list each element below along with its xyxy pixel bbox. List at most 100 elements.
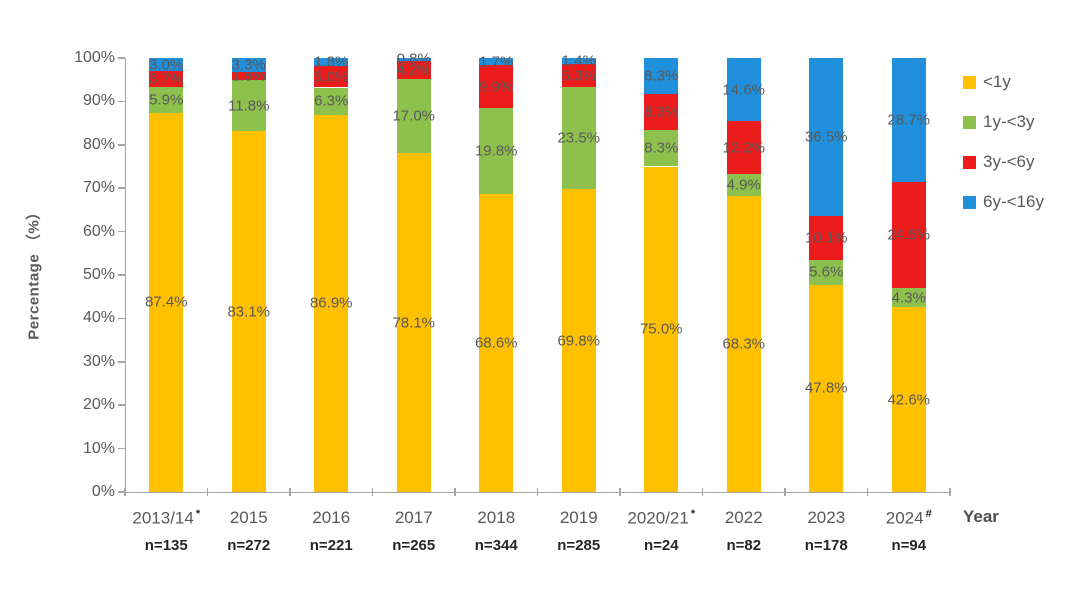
bar-segment <box>809 58 844 217</box>
bar-segment <box>479 58 514 66</box>
x-category-label: 2022 <box>724 508 763 527</box>
bar-segment <box>644 166 679 492</box>
sample-size-label: n=221 <box>309 537 353 554</box>
y-axis-tick <box>118 230 125 233</box>
sample-size-label: n=265 <box>392 537 436 554</box>
bar-segment <box>726 58 761 122</box>
y-axis-title: Percentage （%） <box>25 204 43 340</box>
bar-segment <box>644 58 679 95</box>
y-tick-label: 80% <box>82 135 115 153</box>
y-tick-label: 20% <box>82 396 115 414</box>
y-axis-tick <box>118 491 125 493</box>
x-axis-tick <box>124 488 126 496</box>
sample-size-label: n=135 <box>144 537 188 554</box>
x-axis-tick <box>289 488 291 496</box>
bar-segment <box>891 288 926 308</box>
bar-segment <box>396 79 431 154</box>
legend-swatch <box>963 115 976 129</box>
x-category-label: 2023 <box>807 508 846 527</box>
bar-segment <box>149 112 184 492</box>
bar-segment <box>149 71 184 88</box>
bar-segment <box>314 87 349 115</box>
y-tick-label: 60% <box>82 222 115 240</box>
sample-size-label: n=82 <box>726 537 762 554</box>
y-axis-tick <box>118 361 125 363</box>
y-tick-label: 40% <box>82 309 115 327</box>
x-category-label: 2018 <box>477 508 516 527</box>
bar-segment <box>396 57 431 62</box>
x-category-label: 2015 <box>229 508 268 527</box>
y-axis-tick <box>118 274 125 276</box>
x-category-label: 2024 # <box>885 508 932 528</box>
sample-size-label: n=272 <box>227 537 271 554</box>
x-category-label: 2017 <box>394 508 433 527</box>
sample-size-label: n=178 <box>804 537 848 554</box>
bar-segment <box>726 121 761 175</box>
legend-swatch <box>963 75 976 89</box>
bar-segment <box>726 174 761 196</box>
x-axis-tick <box>784 488 786 496</box>
category-marker: * <box>690 508 696 520</box>
legend: <1y 1y-<3y 3y-<6y 6y-<16y <box>963 72 1044 212</box>
x-axis-tick <box>619 488 621 496</box>
x-axis-tick <box>949 488 951 496</box>
bar-segment <box>891 57 926 183</box>
y-tick-label: 90% <box>82 92 115 110</box>
bar-segment <box>479 108 514 195</box>
y-axis-tick <box>118 404 125 406</box>
bar-segment <box>231 72 266 81</box>
bar-segment <box>726 195 761 492</box>
sample-size-label: n=344 <box>474 537 518 554</box>
legend-label: 6y-<16y <box>983 192 1044 211</box>
legend-item: 3y-<6y <box>963 152 1044 172</box>
x-category-label: 2013/14 * <box>132 508 201 528</box>
bar-segment <box>149 58 184 72</box>
legend-item: 1y-<3y <box>963 112 1044 132</box>
bar-segment <box>314 114 349 492</box>
x-axis-tick <box>206 488 209 496</box>
y-axis-tick <box>118 100 125 103</box>
legend-label: 1y-<3y <box>983 112 1035 131</box>
bar-segment <box>891 182 926 289</box>
y-tick-label: 10% <box>82 439 115 457</box>
bar-segment <box>809 216 844 261</box>
bar-segment <box>561 189 596 492</box>
bar-segment <box>561 58 596 65</box>
bar-segment <box>479 194 514 492</box>
sample-size-label: n=94 <box>891 537 927 554</box>
y-axis-tick <box>118 447 125 450</box>
x-axis-tick <box>866 488 869 496</box>
y-axis-tick <box>118 57 125 59</box>
y-tick-label: 70% <box>82 179 115 197</box>
bar-segment <box>561 87 596 190</box>
sample-size-label: n=24 <box>643 537 679 554</box>
legend-item: <1y <box>963 72 1044 92</box>
bar-segment <box>644 94 679 131</box>
bar-segment <box>231 80 266 132</box>
bar-segment <box>479 65 514 109</box>
legend-swatch <box>963 155 976 169</box>
bar-segment <box>561 64 596 88</box>
x-category-label: 2019 <box>559 508 598 527</box>
x-category-label: 2016 <box>312 508 351 527</box>
bar-segment <box>314 58 349 66</box>
bar-segment <box>149 87 184 113</box>
category-marker: # <box>925 508 932 520</box>
bar-segment <box>396 153 431 492</box>
y-tick-label: 50% <box>82 266 115 283</box>
x-category-label: 2020/21 * <box>627 508 696 528</box>
x-axis-tick <box>701 488 704 496</box>
sample-size-label: n=285 <box>557 537 601 554</box>
x-axis-tick <box>454 488 456 496</box>
y-axis-tick <box>118 187 125 189</box>
bar-segment <box>809 260 844 285</box>
bar-segment <box>644 130 679 167</box>
y-axis-tick <box>118 144 125 146</box>
bar-segment <box>891 307 926 492</box>
x-axis-title: Year <box>963 507 999 526</box>
legend-swatch <box>963 195 976 209</box>
bar-segment <box>231 131 266 492</box>
y-tick-label: 100% <box>74 49 115 66</box>
legend-label: 3y-<6y <box>983 152 1035 171</box>
